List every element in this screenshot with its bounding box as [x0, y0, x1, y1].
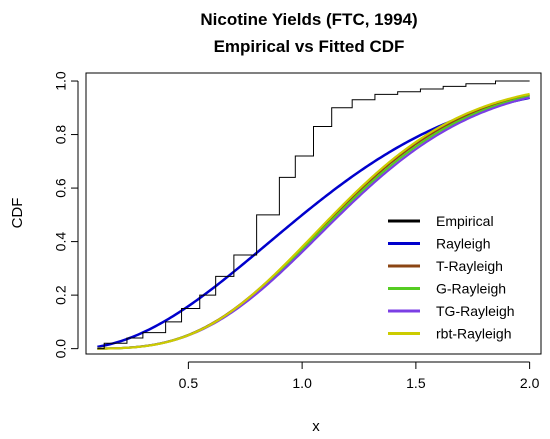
- y-axis: 0.0 0.2 0.4 0.6 0.8 1.0: [53, 71, 79, 359]
- y-tick-label: 0.6: [53, 178, 69, 198]
- legend-label: G-Rayleigh: [436, 281, 506, 297]
- series-line-rbt-rayleigh: [97, 92, 530, 350]
- x-axis-label: x: [312, 418, 320, 435]
- legend-label: TG-Rayleigh: [436, 303, 515, 319]
- y-tick-label: 0.8: [53, 125, 69, 145]
- x-axis: 0.5 1.0 1.5 2.0: [179, 361, 540, 391]
- legend-label: Empirical: [436, 213, 494, 229]
- y-tick-label: 0.4: [53, 232, 69, 252]
- legend-label: rbt-Rayleigh: [436, 326, 511, 342]
- series-layer: [97, 92, 530, 350]
- y-tick-label: 1.0: [53, 71, 69, 91]
- plot-frame: [85, 72, 542, 355]
- chart-title: Nicotine Yields (FTC, 1994): [200, 10, 417, 29]
- empirical-step-line: [97, 80, 530, 350]
- x-tick-label: 0.5: [179, 375, 199, 391]
- x-tick-label: 2.0: [520, 375, 540, 391]
- y-axis-label: CDF: [9, 198, 26, 229]
- y-tick-label: 0.0: [53, 339, 69, 359]
- y-tick-label: 0.2: [53, 285, 69, 305]
- legend-label: Rayleigh: [436, 236, 490, 252]
- legend-label: T-Rayleigh: [436, 258, 503, 274]
- legend: Empirical Rayleigh T-Rayleigh G-Rayleigh TG-…: [388, 213, 515, 342]
- x-tick-label: 1.5: [406, 375, 426, 391]
- x-tick-label: 1.0: [292, 375, 312, 391]
- empirical-layer: [97, 80, 530, 350]
- chart-subtitle: Empirical vs Fitted CDF: [214, 37, 405, 56]
